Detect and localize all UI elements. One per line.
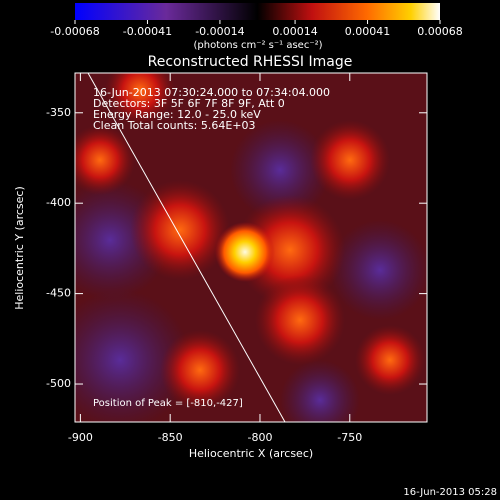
colorbar [75, 3, 440, 20]
colorbar-tick-label: 0.00041 [345, 25, 391, 38]
plot-frame [74, 72, 428, 423]
x-tick-label: -800 [247, 431, 272, 444]
annotation: Clean Total counts: 5.64E+03 [93, 119, 256, 132]
y-axis-label: Heliocentric Y (arcsec) [13, 186, 26, 310]
colorbar-tick-label: -0.00041 [123, 25, 172, 38]
colorbar-tick-label: -0.00068 [50, 25, 99, 38]
x-tick-label: -750 [337, 431, 362, 444]
annotation: Detectors: 3F 5F 6F 7F 8F 9F, Att 0 [93, 97, 285, 110]
x-tick-label: -850 [158, 431, 183, 444]
chart-title: Reconstructed RHESSI Image [148, 54, 353, 70]
footer: 16-Jun-2013 05:28 [403, 487, 497, 498]
x-axis-label: Heliocentric X (arcsec) [189, 447, 313, 460]
x-tick-label: -900 [68, 431, 93, 444]
annotation: 16-Jun-2013 07:30:24.000 to 07:34:04.000 [93, 86, 330, 99]
y-tick-label: -500 [46, 377, 71, 390]
annotation: Energy Range: 12.0 - 25.0 keV [93, 108, 261, 121]
peak-label: Position of Peak = [-810,-427] [93, 398, 243, 409]
y-tick-label: -350 [46, 106, 71, 119]
colorbar-label: (photons cm⁻² s⁻¹ asec⁻²) [193, 40, 322, 51]
y-tick-label: -400 [46, 196, 71, 209]
image [75, 73, 427, 422]
colorbar-tick-label: 0.00068 [417, 25, 463, 38]
colorbar-tick-label: -0.00014 [195, 25, 244, 38]
y-tick-label: -450 [46, 287, 71, 300]
colorbar-tick-label: 0.00014 [272, 25, 318, 38]
